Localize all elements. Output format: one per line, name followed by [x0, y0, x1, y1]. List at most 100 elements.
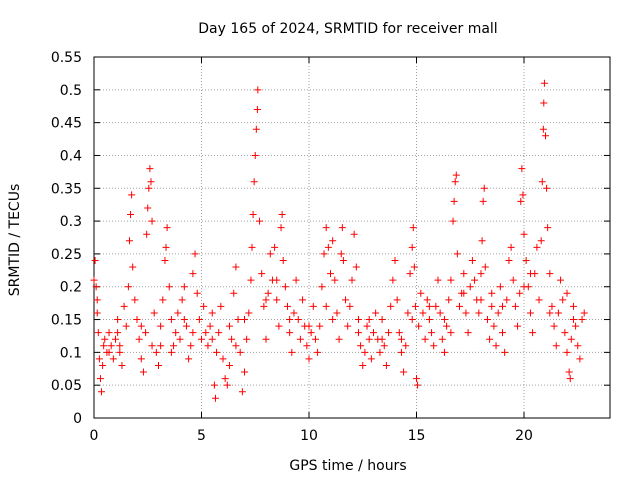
data-point	[98, 388, 106, 396]
data-point	[167, 316, 175, 324]
data-point	[223, 381, 231, 389]
data-point	[273, 276, 281, 284]
data-point	[116, 348, 124, 356]
data-point	[566, 375, 574, 383]
data-point	[176, 335, 184, 343]
data-point	[475, 309, 483, 317]
data-point	[477, 270, 485, 278]
data-point	[490, 322, 498, 330]
data-point	[471, 276, 479, 284]
y-tick-label: 0.5	[60, 83, 82, 99]
data-point	[305, 322, 313, 330]
data-point	[421, 335, 429, 343]
data-point	[278, 211, 286, 219]
data-point	[464, 329, 472, 337]
data-point	[514, 322, 522, 330]
data-point	[163, 224, 171, 232]
data-point	[451, 178, 459, 186]
data-point	[450, 197, 458, 205]
data-point	[271, 243, 279, 251]
data-point	[563, 348, 571, 356]
data-point	[354, 329, 362, 337]
data-point	[516, 289, 524, 297]
data-point	[147, 178, 155, 186]
data-point	[543, 184, 551, 192]
data-point	[533, 243, 541, 251]
data-point	[172, 329, 180, 337]
data-point	[449, 217, 457, 225]
data-point	[406, 270, 414, 278]
data-point	[402, 342, 410, 350]
data-point	[309, 302, 317, 310]
y-tick-label: 0.2	[60, 280, 82, 296]
data-point	[232, 263, 240, 271]
data-point	[131, 296, 139, 304]
data-point	[145, 184, 153, 192]
data-point	[137, 322, 145, 330]
data-point	[296, 335, 304, 343]
x-tick-label: 10	[300, 428, 318, 444]
data-point	[189, 270, 197, 278]
data-point	[344, 322, 352, 330]
data-point	[101, 335, 109, 343]
data-point	[520, 283, 528, 291]
data-point	[385, 329, 393, 337]
data-point	[554, 309, 562, 317]
data-point	[264, 289, 272, 297]
data-point	[286, 329, 294, 337]
data-point	[249, 211, 257, 219]
data-point	[254, 86, 262, 94]
data-point	[567, 335, 575, 343]
data-point	[466, 283, 474, 291]
data-point	[105, 348, 113, 356]
y-axis-label: SRMTID / TECUs	[7, 184, 23, 297]
data-point	[241, 368, 248, 376]
data-point	[445, 296, 453, 304]
data-point	[243, 335, 251, 343]
data-point	[503, 296, 511, 304]
data-point	[290, 309, 298, 317]
data-point	[479, 197, 487, 205]
data-point	[307, 329, 315, 337]
y-tick-label: 0.25	[51, 247, 82, 263]
data-point	[408, 316, 416, 324]
y-tick-label: 0.35	[51, 181, 82, 197]
data-point	[191, 250, 199, 258]
x-tick-label: 20	[515, 428, 533, 444]
y-tick-label: 0.3	[60, 214, 82, 230]
data-point	[352, 263, 360, 271]
data-point	[118, 361, 126, 369]
y-tick-label: 0.45	[51, 116, 82, 132]
data-point	[414, 381, 422, 389]
data-point	[127, 211, 135, 219]
data-point	[266, 250, 274, 258]
data-point	[217, 302, 225, 310]
data-point	[159, 296, 167, 304]
data-point	[563, 289, 571, 297]
data-point	[225, 322, 233, 330]
data-point	[580, 309, 588, 317]
data-point	[232, 342, 240, 350]
data-point	[408, 243, 416, 251]
data-point	[279, 256, 287, 264]
data-point	[346, 302, 354, 310]
data-point	[361, 348, 369, 356]
data-point	[509, 276, 517, 284]
data-point	[112, 335, 119, 343]
data-point	[211, 394, 219, 402]
data-point	[320, 250, 328, 258]
data-point	[507, 243, 515, 251]
data-point	[152, 348, 160, 356]
data-point	[189, 329, 197, 337]
data-point	[522, 256, 530, 264]
data-point	[425, 316, 433, 324]
data-point	[94, 329, 102, 337]
data-points	[90, 79, 588, 402]
data-point	[95, 355, 103, 363]
data-point	[538, 178, 546, 186]
data-point	[519, 191, 527, 199]
data-point	[483, 316, 491, 324]
data-point	[316, 322, 324, 330]
data-point	[335, 335, 343, 343]
data-point	[213, 348, 221, 356]
